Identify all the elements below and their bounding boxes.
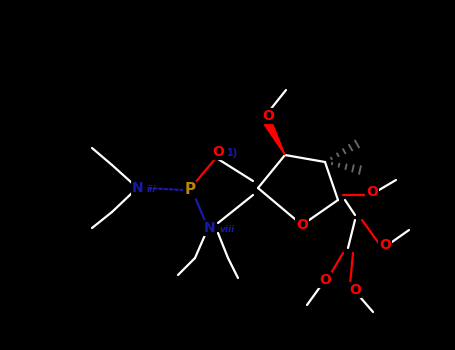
Text: O: O	[212, 145, 224, 159]
Text: O: O	[319, 273, 331, 287]
Text: viii: viii	[219, 224, 234, 233]
Text: O: O	[262, 109, 274, 123]
Text: N: N	[132, 181, 144, 195]
Text: O: O	[349, 283, 361, 297]
Text: O: O	[379, 238, 391, 252]
Text: P: P	[184, 182, 196, 197]
Text: 1): 1)	[227, 148, 238, 158]
Text: O: O	[296, 218, 308, 232]
Polygon shape	[264, 121, 285, 155]
Text: iii: iii	[147, 184, 157, 194]
Text: N: N	[204, 221, 216, 235]
Text: O: O	[366, 185, 378, 199]
